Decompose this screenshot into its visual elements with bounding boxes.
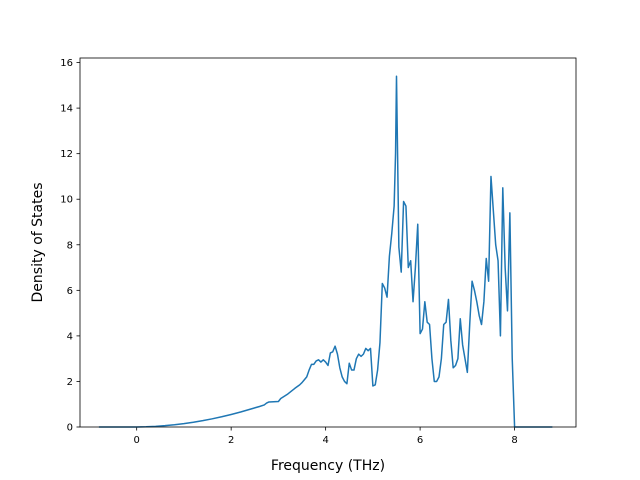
y-tick-label: 12 [60, 149, 73, 160]
x-tick-label: 2 [228, 435, 234, 446]
y-axis-ticks: 0 2 4 6 8 10 12 14 16 [60, 58, 80, 434]
y-axis-label: Density of States [30, 183, 46, 303]
x-axis-label: Frequency (THz) [271, 458, 385, 474]
y-tick-label: 14 [60, 104, 73, 115]
x-tick-label: 4 [322, 435, 328, 446]
plot-frame [79, 57, 577, 428]
y-tick-label: 2 [67, 377, 73, 388]
y-tick-label: 0 [67, 423, 73, 434]
y-tick-label: 16 [60, 58, 73, 69]
y-tick-label: 6 [67, 286, 73, 297]
x-tick-label: 6 [417, 435, 423, 446]
y-tick-label: 4 [67, 331, 73, 342]
y-tick-label: 10 [60, 195, 73, 206]
x-tick-label: 0 [133, 435, 139, 446]
dos-series-line [98, 75, 553, 428]
x-tick-label: 8 [511, 435, 517, 446]
y-tick-label: 8 [67, 240, 73, 251]
